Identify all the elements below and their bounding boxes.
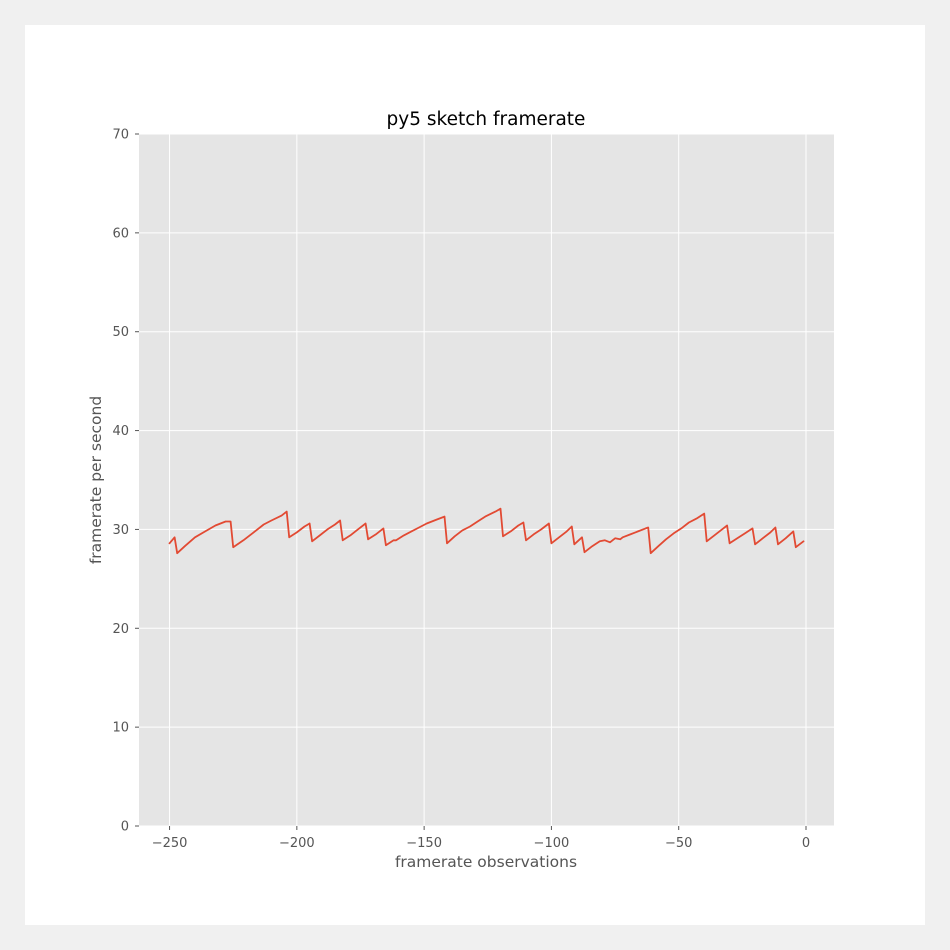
- y-axis-label: framerate per second: [87, 396, 105, 564]
- figure-card: −250 −200 −150 −100 −50 0 0 10 20 30 40 50 60 70 py5…: [25, 25, 925, 925]
- x-tick-label: −200: [279, 836, 315, 851]
- plot-background: [139, 134, 834, 826]
- y-grid: [139, 133, 834, 827]
- y-tick-label: 60: [112, 226, 129, 241]
- x-axis-ticks: −250 −200 −150 −100 −50 0: [152, 826, 810, 851]
- chart-title: py5 sketch framerate: [387, 109, 586, 130]
- x-tick-label: −100: [534, 836, 570, 851]
- x-axis-label: framerate observations: [395, 853, 577, 871]
- x-grid: [169, 134, 807, 826]
- y-axis-ticks: 0 10 20 30 40 50 60 70: [112, 128, 139, 835]
- y-tick-label: 70: [112, 128, 129, 143]
- y-tick-label: 0: [121, 820, 129, 835]
- x-tick-label: −250: [152, 836, 188, 851]
- y-tick-label: 40: [112, 424, 129, 439]
- y-tick-label: 10: [112, 721, 129, 736]
- y-tick-label: 50: [112, 325, 129, 340]
- y-tick-label: 30: [112, 523, 129, 538]
- series-group: [168, 507, 805, 555]
- framerate-chart: −250 −200 −150 −100 −50 0 0 10 20 30 40 50 60 70 py5…: [87, 109, 834, 871]
- x-tick-label: 0: [802, 836, 810, 851]
- x-tick-label: −150: [406, 836, 442, 851]
- x-tick-label: −50: [665, 836, 692, 851]
- y-tick-label: 20: [112, 622, 129, 637]
- framerate-series-line: [168, 507, 805, 555]
